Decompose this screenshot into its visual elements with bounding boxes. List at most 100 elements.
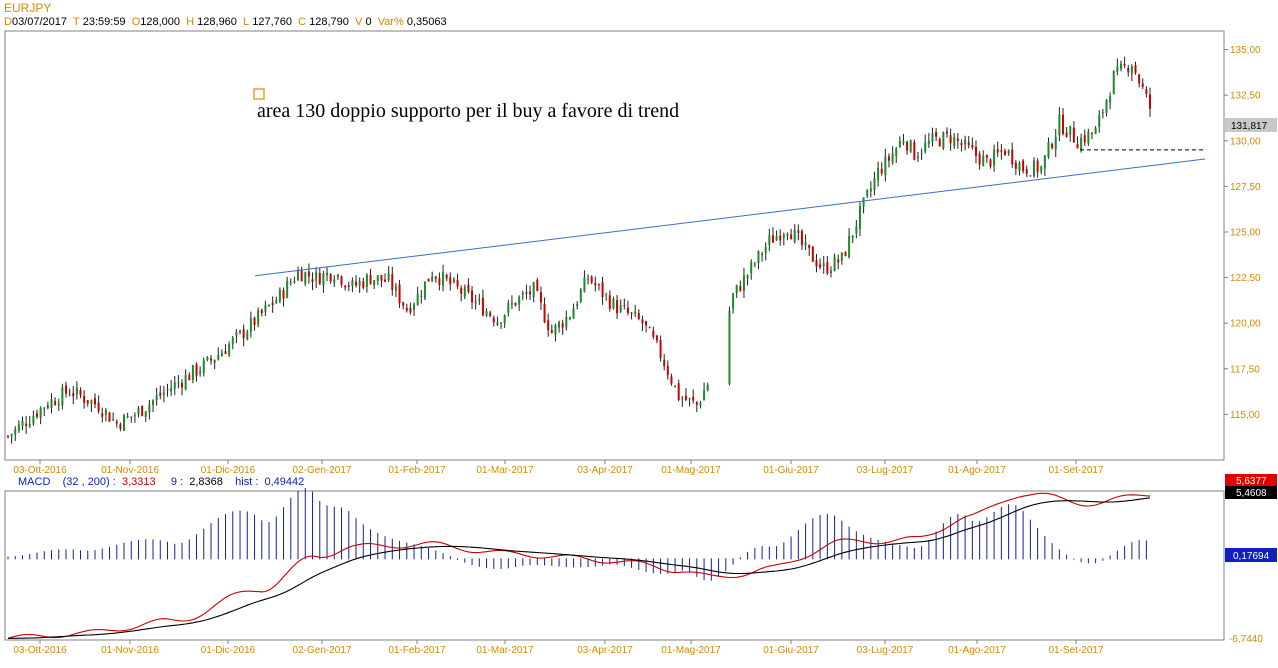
candle-down [637,313,640,319]
candle-up [1116,66,1119,72]
candle-down [253,317,256,326]
candle-up [152,400,155,405]
candle-up [220,352,223,357]
candle-down [601,282,604,297]
candle-up [358,281,361,286]
candle-down [434,276,437,279]
candle-up [394,286,397,291]
candle-down [318,272,321,285]
candle-down [260,309,263,314]
open-value: 128,000 [140,16,181,28]
candle-up [10,434,13,437]
candle-up [257,310,260,325]
candle-up [1007,150,1010,154]
y-tick-label: 132,50 [1230,91,1261,102]
candle-up [123,415,126,431]
candle-down [906,141,909,151]
candle-up [822,263,825,266]
candle-up [463,287,466,297]
candle-up [485,311,488,316]
candle-down [971,144,974,148]
candle-down [271,302,274,306]
candle-up [746,275,749,278]
annotation-text[interactable]: area 130 doppio supporto per il buy a fa… [257,100,679,122]
candle-up [518,296,521,305]
candle-down [282,290,285,299]
volume-value: 0 [365,16,372,28]
candle-down [1029,175,1032,177]
candle-up [376,275,379,281]
candle-up [572,308,575,319]
x-tick-label: 01-Mar-2017 [476,465,534,476]
candle-up [855,226,858,234]
candle-up [286,281,289,298]
candle-down [1145,89,1148,94]
candle-down [597,284,600,286]
candle-up [21,421,24,427]
candle-up [1119,63,1122,69]
candle-down [529,291,532,295]
candle-up [104,409,107,415]
y-tick-label: 117,50 [1230,364,1260,375]
price-badge [1225,118,1277,132]
candle-down [380,275,383,281]
candle-up [170,388,173,392]
candle-down [616,300,619,314]
candle-up [612,299,615,309]
candle-down [655,335,658,341]
candle-up [413,304,416,311]
candle-down [355,281,358,286]
candle-up [877,168,880,181]
candle-down [405,307,408,311]
candle-down [938,138,941,147]
y-axis: 135,00 132,50 130,00 127,50 125,00 122,50 120,… [1224,45,1261,421]
candle-down [949,135,952,144]
macd-signal-line [7,492,1151,639]
candle-up [1069,125,1072,135]
candle-up [213,359,216,364]
candle-up [982,156,985,167]
candle-up [503,315,506,323]
candle-down [402,302,405,306]
x-tick-label: 01-Mag-2017 [661,465,721,476]
candle-down [1083,135,1086,143]
candle-up [144,411,147,417]
candle-up [61,387,64,406]
candle-up [75,387,78,395]
candle-down [837,259,840,263]
y-tick-label: 125,00 [1230,227,1261,238]
candle-up [993,149,996,166]
candle-up [235,332,238,336]
candle-down [7,435,9,437]
candle-down [1003,150,1006,156]
candle-down [550,329,553,333]
candle-up [1043,155,1046,169]
candle-down [641,319,644,324]
candle-down [492,317,495,323]
candle-down [94,398,97,405]
candle-down [985,154,988,158]
candle-up [829,270,832,273]
candle-up [895,148,898,157]
hist-value: 0,49442 [264,476,305,488]
candle-down [677,383,680,400]
candle-up [869,188,872,192]
candle-up [681,398,684,400]
candle-up [851,235,854,238]
candle-down [648,327,651,329]
candle-down [159,392,162,396]
high-value: 128,960 [197,16,237,28]
candle-down [887,156,890,161]
annotation-marker[interactable] [253,88,265,100]
candle-down [188,374,191,381]
candle-down [808,244,811,249]
candle-up [768,235,771,245]
candle-down [674,385,677,387]
candle-down [630,312,633,314]
macd-panel-frame [4,490,1225,641]
candle-down [739,286,742,291]
candle-up [322,273,325,286]
price-panel-frame [4,30,1225,461]
candle-down [645,321,648,326]
